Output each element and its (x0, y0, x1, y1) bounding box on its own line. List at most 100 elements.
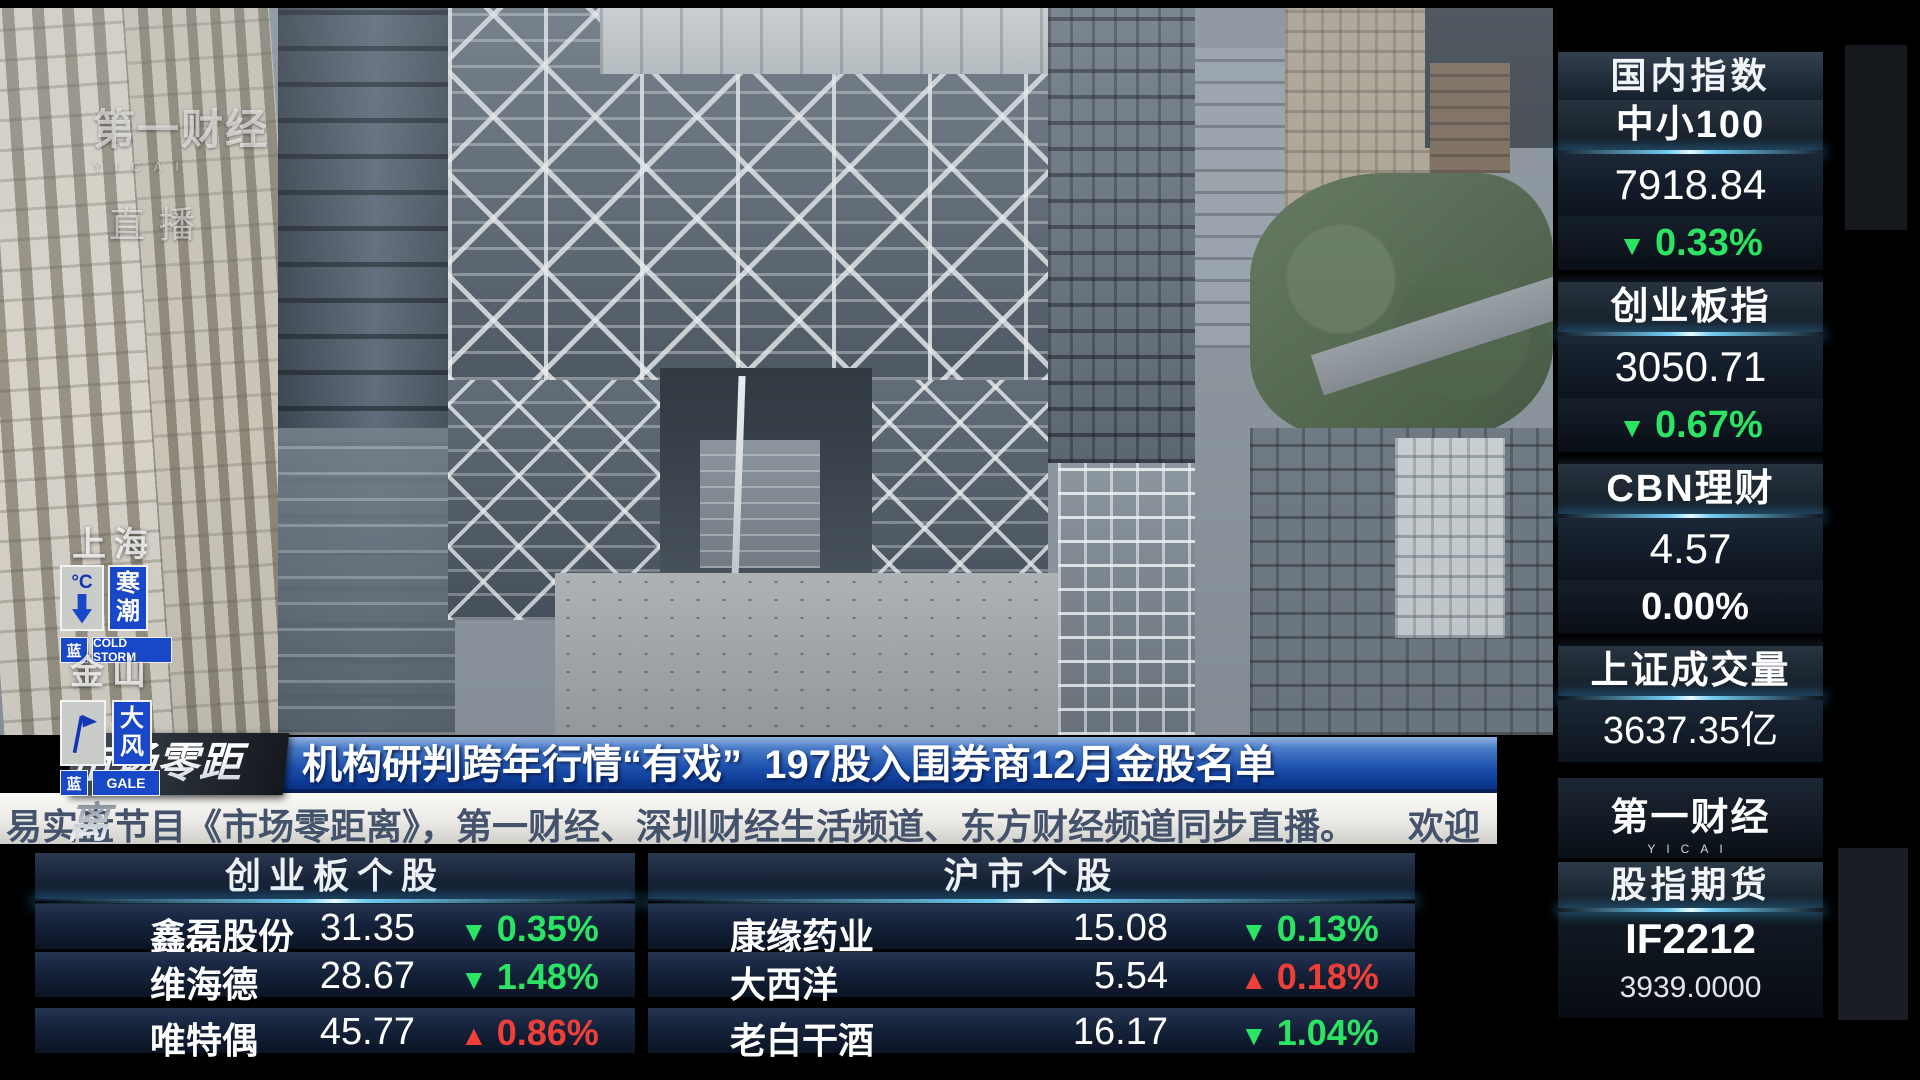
plaza (555, 573, 1060, 735)
indices-panel: 国内指数 中小100 7918.84 0.33% 创业板指 3050.71 0.… (1558, 52, 1823, 762)
change-arrow-icon (460, 1020, 488, 1051)
change-arrow-icon (1240, 916, 1268, 947)
city-building (278, 428, 455, 735)
volume-label: 上证成交量 (1558, 646, 1823, 696)
stock-price: 31.35 (319, 907, 415, 949)
cold-storm-label: COLD STORM (92, 636, 172, 664)
table-header: 沪市个股 (648, 853, 1415, 903)
table-title: 沪市个股 (943, 855, 1120, 896)
table-header: 创业板个股 (35, 853, 635, 903)
change-arrow-icon (1618, 230, 1646, 261)
stock-exchange-roof (600, 8, 1050, 74)
headline-banner: 机构研判跨年行情“有戏” 197股入围券商12月金股名单 (250, 737, 1497, 793)
index-value: 4.57 (1558, 518, 1823, 580)
celsius-label: °C (71, 571, 93, 593)
channel-watermark: 第一财经 YICAI 直播 (93, 96, 269, 248)
stock-change: 1.48% (460, 956, 599, 998)
futures-value: 3939.0000 (1619, 971, 1762, 1004)
change-value: 1.04% (1276, 1012, 1379, 1053)
gale-flag-icon (60, 700, 106, 766)
index-value: 3050.71 (1558, 336, 1823, 398)
change-arrow-icon (1240, 964, 1268, 995)
index-name: 创业板指 (1558, 282, 1823, 332)
stock-change: 0.18% (1240, 956, 1379, 998)
index-name: CBN理财 (1558, 464, 1823, 514)
table-row: 鑫磊股份 31.35 0.35% (35, 904, 635, 957)
channel-watermark-subtitle: YICAI (93, 159, 192, 174)
cbn-logo: 第一财经 YICAI (1558, 778, 1823, 858)
ticker-text-tail: 欢迎 (1408, 806, 1481, 844)
panel-divider (1558, 634, 1823, 646)
change-arrow-icon (1618, 412, 1646, 443)
change-value: 0.00% (1641, 586, 1749, 628)
stock-price: 15.08 (1072, 907, 1168, 949)
table-row: 唯特偶 45.77 0.86% (35, 1008, 635, 1061)
futures-contract: IF2212 (1625, 915, 1756, 962)
change-value: 0.35% (496, 908, 599, 949)
change-value: 0.13% (1276, 908, 1379, 949)
change-value: 0.86% (496, 1012, 599, 1053)
change-value: 0.18% (1276, 956, 1379, 997)
index-change: 0.33% (1558, 216, 1823, 270)
frame-shadow (1845, 45, 1907, 230)
stock-name: 鑫磊股份 (150, 916, 295, 957)
market-sidebar: 国内指数 中小100 7918.84 0.33% 创业板指 3050.71 0.… (1558, 0, 1823, 1080)
stock-change: 0.86% (460, 1012, 599, 1054)
table-row: 大西洋 5.54 0.18% (648, 952, 1415, 1005)
glow-divider (1558, 908, 1823, 912)
panel-divider (1558, 452, 1823, 464)
chinext-stocks-table: 创业板个股 鑫磊股份 31.35 0.35% 维海德 28.67 1.48% 唯… (35, 853, 635, 1061)
stock-price: 5.54 (1094, 955, 1168, 997)
stock-tables: 创业板个股 鑫磊股份 31.35 0.35% 维海德 28.67 1.48% 唯… (0, 845, 1510, 1080)
down-arrow-icon (72, 593, 92, 624)
frame-shadow (1838, 848, 1908, 1020)
stock-price: 16.17 (1072, 1011, 1168, 1053)
glow-divider (1558, 332, 1823, 336)
flag-glyph (72, 714, 98, 754)
channel-watermark-title: 第一财经 (93, 106, 270, 153)
city-building (1058, 463, 1195, 735)
live-video-feed (0, 8, 1553, 735)
index-change: 0.00% (1558, 580, 1823, 634)
index-change: 0.67% (1558, 398, 1823, 452)
city-building (1395, 438, 1505, 638)
temperature-drop-icon: °C (60, 565, 104, 631)
city-building (1430, 63, 1510, 173)
panel-divider (1558, 270, 1823, 282)
city-building (1048, 8, 1195, 463)
city-building (700, 440, 820, 568)
news-ticker: 易实盘节目《市场零距离》，第一财经、深圳财经生活频道、东方财经频道同步直播。 欢… (0, 793, 1497, 844)
cbn-logo-subtitle: YICAI (1647, 842, 1734, 856)
headline-text: 机构研判跨年行情“有戏” 197股入围券商12月金股名单 (302, 743, 1276, 787)
stock-name: 老白干酒 (730, 1020, 875, 1061)
stock-name: 大西洋 (730, 964, 839, 1005)
gale-badge: 大风 (112, 700, 152, 766)
volume-value: 3637.35亿 (1558, 700, 1823, 762)
ticker-text: 易实盘节目《市场零距离》，第一财经、深圳财经生活频道、东方财经频道同步直播。 (6, 806, 1357, 844)
table-row: 康缘药业 15.08 0.13% (648, 904, 1415, 957)
change-arrow-icon (460, 916, 488, 947)
index-value: 7918.84 (1558, 154, 1823, 216)
change-arrow-icon (1240, 1020, 1268, 1051)
stock-price: 28.67 (319, 955, 415, 997)
cold-wave-badge: 寒潮 (108, 565, 148, 631)
alert-level-badge: 蓝 (60, 637, 88, 663)
stock-price: 45.77 (319, 1011, 415, 1053)
glow-divider (1558, 514, 1823, 518)
shanghai-stocks-table: 沪市个股 康缘药业 15.08 0.13% 大西洋 5.54 0.18% 老白干… (648, 853, 1415, 1061)
haze-overlay (0, 8, 1553, 735)
cbn-logo-title: 第一财经 (1610, 797, 1771, 839)
table-row: 老白干酒 16.17 1.04% (648, 1008, 1415, 1061)
alert-level-badge: 蓝 (60, 770, 88, 796)
glow-divider (1558, 150, 1823, 154)
stock-change: 0.13% (1240, 908, 1379, 950)
change-value: 0.67% (1654, 404, 1763, 446)
table-row: 维海德 28.67 1.48% (35, 952, 635, 1005)
stock-name: 康缘药业 (730, 916, 875, 957)
weather-city-shanghai: 上海 (72, 526, 156, 564)
change-arrow-icon (460, 964, 488, 995)
indices-panel-title: 国内指数 (1558, 52, 1823, 100)
glow-divider (1558, 696, 1823, 700)
live-label: 直播 (109, 204, 210, 245)
